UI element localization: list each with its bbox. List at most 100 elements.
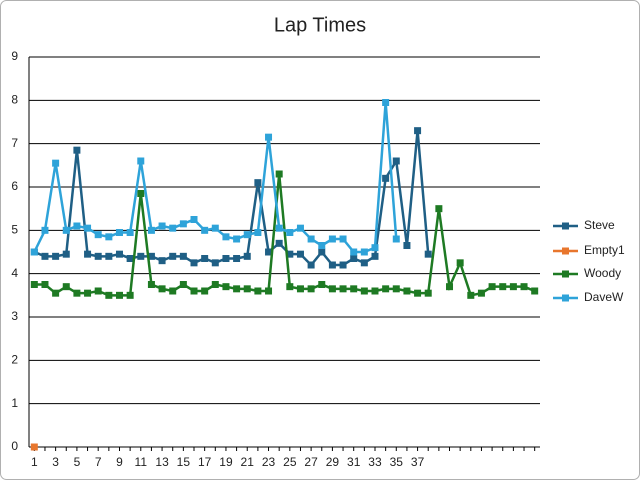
- point: [137, 157, 145, 165]
- legend-marker: [562, 270, 569, 278]
- point: [339, 285, 347, 293]
- point: [84, 224, 92, 232]
- x-tick-label: 7: [95, 455, 102, 469]
- point: [211, 259, 219, 267]
- x-tick-label: 5: [74, 455, 81, 469]
- point: [328, 261, 336, 269]
- point: [84, 250, 92, 258]
- x-tick-label: 19: [219, 455, 233, 469]
- point: [73, 222, 81, 230]
- point: [254, 287, 262, 295]
- point: [169, 252, 177, 260]
- point: [222, 233, 230, 241]
- point: [147, 252, 155, 260]
- point: [211, 224, 219, 232]
- y-tick-label: 9: [11, 49, 18, 63]
- point: [392, 235, 400, 243]
- point: [105, 252, 113, 260]
- point: [126, 291, 134, 299]
- point: [115, 291, 123, 299]
- x-tick-label: 35: [390, 455, 404, 469]
- point: [403, 287, 411, 295]
- point: [371, 252, 379, 260]
- point: [73, 146, 81, 154]
- point: [307, 235, 315, 243]
- x-tick-label: 37: [411, 455, 425, 469]
- point: [265, 287, 273, 295]
- point: [360, 259, 368, 267]
- x-tick-label: 11: [135, 455, 148, 469]
- point: [190, 287, 198, 295]
- y-tick-label: 8: [11, 93, 18, 107]
- legend-marker: [562, 222, 569, 230]
- point: [222, 255, 230, 262]
- point: [94, 287, 102, 295]
- point: [328, 235, 336, 243]
- point: [318, 248, 326, 256]
- point: [265, 248, 273, 256]
- legend-marker: [562, 247, 569, 255]
- point: [41, 252, 49, 260]
- x-tick-label: 33: [368, 455, 382, 469]
- point: [403, 242, 411, 249]
- y-tick-label: 7: [11, 136, 18, 150]
- point: [424, 289, 432, 297]
- point: [350, 285, 358, 293]
- point: [254, 229, 262, 236]
- point: [190, 216, 198, 223]
- y-tick-label: 1: [11, 396, 18, 410]
- point: [488, 283, 496, 291]
- x-tick-label: 3: [52, 455, 59, 469]
- point: [382, 174, 390, 182]
- point: [307, 285, 315, 293]
- point: [392, 285, 400, 293]
- point: [414, 127, 422, 135]
- point: [275, 239, 283, 247]
- point: [201, 255, 209, 262]
- point: [30, 281, 38, 288]
- point: [360, 248, 368, 256]
- point: [531, 287, 539, 295]
- point: [201, 287, 209, 295]
- point: [296, 250, 304, 258]
- point: [360, 287, 368, 295]
- x-tick-label: 1: [31, 455, 38, 469]
- point: [414, 289, 422, 297]
- point: [84, 289, 92, 297]
- x-tick-label: 15: [177, 455, 191, 469]
- point: [275, 224, 283, 232]
- point: [275, 170, 283, 178]
- point: [94, 231, 102, 239]
- point: [158, 257, 166, 265]
- legend-marker: [562, 294, 569, 302]
- x-tick-label: 27: [304, 455, 318, 469]
- point: [233, 285, 241, 293]
- point: [179, 281, 187, 288]
- point: [52, 159, 60, 167]
- point: [158, 285, 166, 293]
- point: [190, 259, 198, 267]
- point: [265, 133, 273, 141]
- point: [115, 229, 123, 236]
- point: [126, 229, 134, 236]
- point: [52, 252, 60, 260]
- point: [477, 289, 485, 297]
- point: [243, 285, 251, 293]
- point: [392, 157, 400, 165]
- point: [296, 285, 304, 293]
- chart-title: Lap Times: [274, 14, 366, 36]
- point: [339, 235, 347, 243]
- point: [456, 259, 464, 267]
- point: [254, 179, 262, 187]
- x-tick-label: 17: [198, 455, 212, 469]
- point: [169, 224, 177, 232]
- point: [371, 287, 379, 295]
- point: [424, 250, 432, 258]
- point: [446, 283, 454, 291]
- x-tick-label: 29: [326, 455, 340, 469]
- point: [435, 205, 443, 213]
- legend-label: Empty1: [584, 243, 625, 257]
- point: [350, 248, 358, 256]
